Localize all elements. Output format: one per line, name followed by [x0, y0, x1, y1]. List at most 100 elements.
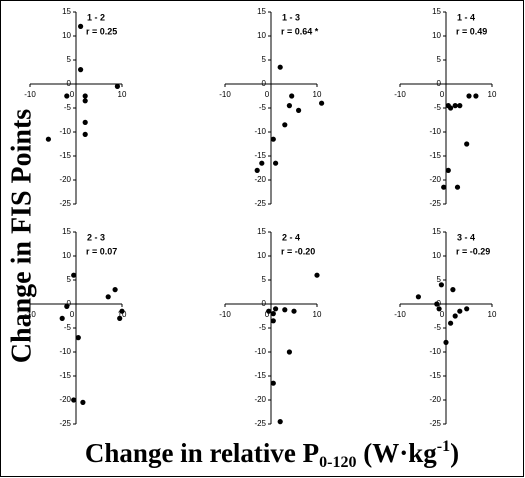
y-tick-label: -20 [254, 175, 266, 184]
point [454, 184, 461, 190]
x-tick-label: 0 [265, 310, 270, 319]
point [415, 294, 421, 300]
point [266, 308, 272, 314]
subplot-title: 3 - 4 [457, 232, 475, 242]
x-axis-label: Change in relative P0-120 (W·kg-1) [85, 438, 459, 471]
point [434, 301, 440, 307]
y-tick-label: -20 [59, 395, 71, 404]
annotation: r = -0.20 [281, 246, 315, 256]
y-tick-label: -5 [259, 103, 267, 112]
y-tick-label: -15 [254, 151, 266, 160]
y-tick-label: 15 [257, 227, 266, 236]
y-tick-label: 0 [437, 79, 442, 88]
point [45, 136, 52, 142]
y-tick-label: -15 [429, 371, 441, 380]
y-tick-label: -10 [59, 347, 71, 356]
point [277, 419, 283, 425]
point [270, 380, 276, 386]
y-tick-label: -15 [59, 371, 71, 380]
point [112, 287, 118, 293]
point [452, 103, 458, 109]
point [80, 399, 86, 405]
x-tick-label: 0 [70, 90, 75, 99]
x-label-close: ) [450, 438, 459, 468]
y-tick-label: -5 [64, 103, 72, 112]
y-tick-label: -20 [429, 395, 441, 404]
point [289, 93, 295, 99]
annotation: r = 0.64 * [281, 26, 319, 36]
annotation: r = 0.07 [86, 246, 117, 256]
point [59, 315, 65, 321]
y-tick-label: -25 [429, 199, 441, 208]
point [64, 93, 70, 99]
y-tick-label: 15 [257, 7, 266, 16]
subplot-title: 2 - 4 [282, 232, 300, 242]
subplot-title: 1 - 4 [457, 12, 475, 22]
y-tick-label: -25 [254, 199, 266, 208]
point [286, 103, 292, 109]
x-tick-label: 0 [440, 90, 445, 99]
x-tick-label: -10 [219, 310, 231, 319]
x-label-sub: 0-120 [319, 454, 356, 471]
point [78, 67, 84, 73]
y-tick-label: -10 [429, 347, 441, 356]
annotation: r = -0.29 [456, 246, 490, 256]
annotation: r = 0.49 [456, 26, 487, 36]
point [119, 308, 125, 314]
point [282, 122, 288, 128]
y-tick-label: -20 [59, 175, 71, 184]
point [466, 93, 472, 99]
point [443, 339, 449, 345]
y-tick-label: -25 [254, 419, 266, 428]
x-tick-label: 10 [313, 310, 322, 319]
y-tick-label: -5 [259, 323, 267, 332]
point [448, 105, 454, 111]
point [291, 308, 297, 314]
x-tick-label: 0 [440, 310, 445, 319]
y-tick-label: 5 [67, 55, 72, 64]
y-tick-label: 10 [62, 251, 71, 260]
x-tick-label: 10 [118, 310, 127, 319]
x-tick-label: -10 [219, 90, 231, 99]
point [75, 335, 81, 341]
point [254, 167, 260, 173]
x-tick-label: 10 [488, 310, 497, 319]
y-tick-label: -10 [254, 127, 266, 136]
point [270, 311, 276, 317]
y-tick-label: -15 [429, 151, 441, 160]
point [114, 83, 120, 89]
x-tick-label: -10 [394, 90, 406, 99]
point [464, 306, 470, 312]
point [105, 294, 111, 300]
point [78, 23, 84, 29]
point [71, 272, 77, 278]
y-tick-label: 5 [437, 55, 442, 64]
y-tick-label: 5 [262, 275, 267, 284]
y-tick-label: 0 [262, 299, 267, 308]
point [445, 167, 451, 173]
point [286, 349, 292, 355]
y-tick-label: -20 [254, 395, 266, 404]
x-tick-label: -10 [24, 90, 36, 99]
y-tick-label: 15 [62, 227, 71, 236]
y-tick-label: 0 [67, 79, 72, 88]
point [441, 184, 447, 190]
point [273, 160, 279, 166]
point [464, 141, 470, 147]
y-tick-label: -15 [59, 151, 71, 160]
point [457, 103, 463, 109]
y-tick-label: 15 [432, 7, 441, 16]
y-tick-label: -5 [64, 323, 72, 332]
y-tick-label: 15 [62, 7, 71, 16]
y-tick-label: 10 [257, 31, 266, 40]
point [82, 131, 88, 137]
point [452, 313, 458, 319]
y-tick-label: 10 [432, 31, 441, 40]
y-tick-label: -25 [59, 199, 71, 208]
point [450, 287, 456, 293]
point [71, 397, 77, 403]
y-tick-label: -20 [429, 175, 441, 184]
x-tick-label: 10 [313, 90, 322, 99]
point [270, 318, 276, 324]
